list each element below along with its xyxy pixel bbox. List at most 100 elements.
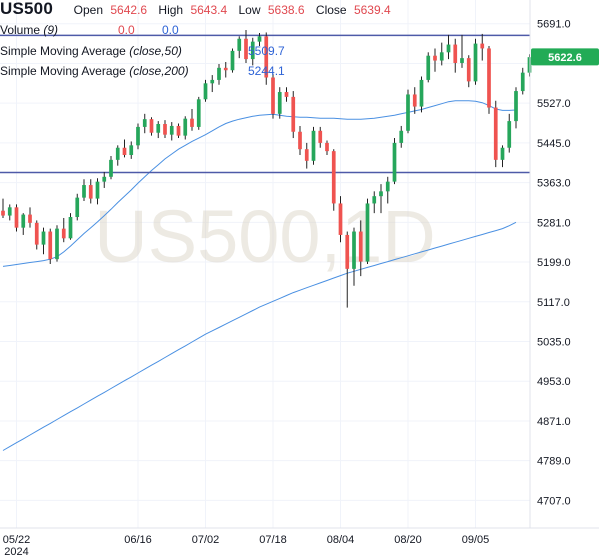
high-value: 5643.4 — [190, 3, 228, 17]
candle-body-up — [507, 121, 512, 148]
sma50-legend[interactable]: Simple Moving Average (close,50) 5509.7 — [0, 44, 285, 58]
candle — [487, 46, 491, 114]
y-tick-label: 5117.0 — [537, 297, 570, 309]
candle — [385, 176, 390, 204]
candle — [250, 37, 255, 66]
candle — [433, 48, 437, 72]
candle — [163, 120, 167, 139]
candle-body-up — [514, 91, 518, 122]
candle — [82, 179, 86, 202]
candle-body-up — [460, 58, 464, 63]
sma50-value: 5509.7 — [248, 44, 285, 58]
candle-body-up — [183, 118, 188, 136]
volume-value-2: 0.0 — [162, 23, 179, 37]
candle — [183, 116, 188, 140]
candle-body-down — [291, 96, 296, 132]
candle — [284, 87, 289, 102]
volume-row[interactable]: Volume (9) 0.0 0.0 — [0, 23, 179, 37]
candle-body-up — [75, 197, 80, 218]
candle-body-up — [352, 231, 356, 269]
y-tick-label: 5199.0 — [537, 257, 571, 269]
candle — [291, 91, 296, 139]
candle — [68, 213, 73, 240]
y-tick-label: 4789.0 — [537, 456, 571, 468]
candle-body-down — [48, 231, 53, 260]
candle — [311, 126, 316, 165]
candle — [109, 155, 113, 180]
symbol-name[interactable]: US500 — [0, 0, 53, 18]
candle — [264, 32, 269, 85]
candle-body-down — [223, 67, 228, 71]
candle — [277, 87, 282, 119]
candle — [7, 204, 12, 221]
close-label: Close — [315, 3, 347, 17]
sma50-param: (close,50) — [129, 44, 182, 58]
candle-body-down — [331, 151, 336, 204]
candle — [230, 48, 235, 73]
candle-body-up — [237, 38, 242, 51]
chart-legend: US500 Open 5642.6 High 5643.4 Low 5638.6… — [0, 0, 530, 78]
candle-body-up — [217, 67, 221, 80]
sma50-line-group — [2, 100, 517, 267]
candle-body-up — [439, 52, 444, 61]
sma200-label: Simple Moving Average — [0, 64, 126, 78]
candle-body-up — [473, 43, 478, 82]
candle-body-down — [271, 77, 275, 114]
candle-body-up — [203, 83, 208, 100]
candle-body-up — [95, 181, 100, 199]
candle — [345, 231, 350, 308]
y-tick-label: 5363.0 — [537, 178, 571, 190]
candle-body-up — [210, 79, 215, 84]
open-value: 5642.6 — [110, 3, 148, 17]
sma200-legend[interactable]: Simple Moving Average (close,200) 5244.1 — [0, 64, 285, 78]
candle — [136, 123, 140, 150]
y-tick-label: 5527.0 — [537, 98, 571, 110]
low-label: Low — [238, 3, 261, 17]
candle-body-down — [358, 231, 363, 262]
candle-body-up — [392, 142, 397, 182]
candle — [338, 196, 343, 243]
y-tick-label: 5445.0 — [537, 138, 571, 150]
sma200-param: (close,200) — [129, 64, 189, 78]
candle-body-up — [426, 55, 431, 80]
candle-body-up — [520, 72, 525, 92]
candle-body-up — [102, 176, 107, 182]
candle — [217, 63, 221, 85]
candle-body-up — [500, 147, 505, 160]
candle — [75, 193, 80, 221]
volume-label: Volume — [0, 23, 41, 37]
candle — [257, 32, 262, 47]
candle — [304, 142, 309, 169]
candle-body-up — [372, 196, 377, 204]
candle — [95, 178, 100, 205]
candle-body-down — [149, 119, 154, 133]
candle-body-down — [325, 142, 329, 152]
candle-body-down — [190, 118, 194, 127]
candle-body-down — [61, 228, 66, 239]
candle-body-down — [412, 94, 417, 107]
candle-body-down — [264, 36, 269, 78]
candle — [426, 52, 431, 83]
sma200-value: 5244.1 — [248, 64, 285, 78]
low-value: 5638.6 — [267, 3, 305, 17]
candle — [41, 227, 46, 255]
y-tick-label: 4707.0 — [537, 495, 571, 507]
candle-body-up — [156, 124, 161, 133]
candle-body-down — [433, 55, 437, 61]
x-tick-label: 08/20 — [394, 534, 422, 546]
candle-body-up — [169, 125, 174, 135]
candle — [237, 36, 242, 59]
y-tick-label: 4871.0 — [537, 416, 571, 428]
open-label: Open — [73, 3, 104, 17]
x-tick-label: 07/02 — [192, 534, 220, 546]
candle-body-up — [115, 147, 120, 160]
candle — [325, 140, 329, 156]
candle-body-up — [55, 228, 59, 260]
y-tick-label: 5691.0 — [537, 19, 571, 31]
candle-body-up — [257, 36, 262, 42]
candle-body-up — [399, 130, 404, 143]
candle-body-up — [419, 79, 424, 107]
candle-body-down — [34, 222, 39, 245]
